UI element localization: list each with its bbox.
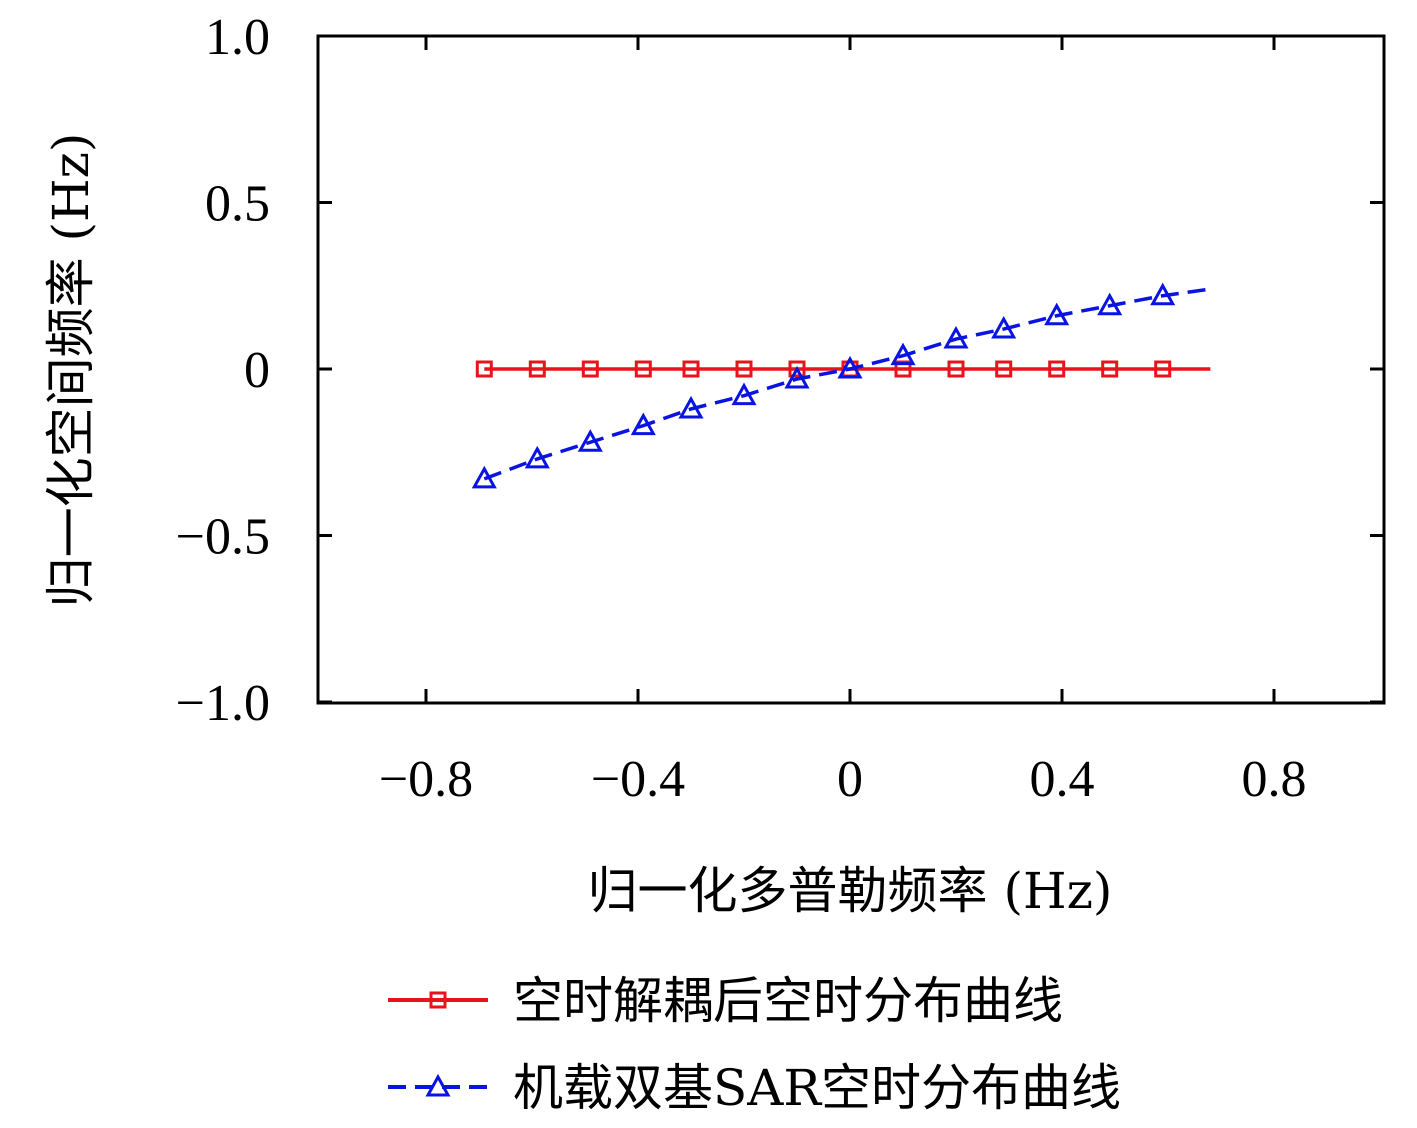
data-point-triangle bbox=[1150, 282, 1176, 306]
data-point-triangle bbox=[1044, 302, 1070, 326]
data-point-square bbox=[475, 360, 493, 378]
data-point-triangle bbox=[630, 412, 656, 436]
data-point-triangle bbox=[890, 342, 916, 366]
data-point-triangle bbox=[678, 395, 704, 419]
data-point-triangle bbox=[731, 382, 757, 406]
data-point-triangle bbox=[471, 465, 497, 489]
legend-item: 机载双基SAR空时分布曲线 bbox=[388, 1059, 1121, 1117]
data-point-triangle bbox=[425, 1073, 451, 1097]
data-point-triangle bbox=[784, 365, 810, 389]
data-point-square bbox=[894, 360, 912, 378]
data-point-square bbox=[788, 360, 806, 378]
data-point-square bbox=[581, 360, 599, 378]
data-point-square bbox=[1048, 360, 1066, 378]
y-tick-label: 0.5 bbox=[205, 176, 270, 233]
legend-label: 空时解耦后空时分布曲线 bbox=[513, 972, 1063, 1030]
data-point-square bbox=[1101, 360, 1119, 378]
data-point-triangle bbox=[1097, 292, 1123, 316]
x-tick-label: 0.8 bbox=[1242, 751, 1307, 808]
x-tick-label: −0.8 bbox=[379, 751, 473, 808]
series-layer bbox=[471, 282, 1211, 489]
data-point-triangle bbox=[943, 325, 969, 349]
data-point-square bbox=[634, 360, 652, 378]
legend-item: 空时解耦后空时分布曲线 bbox=[388, 972, 1063, 1030]
x-tick-label: −0.4 bbox=[591, 751, 685, 808]
data-point-square bbox=[528, 360, 546, 378]
x-axis-label: 归一化多普勒频率 (Hz) bbox=[588, 862, 1113, 920]
data-point-square bbox=[429, 991, 447, 1009]
y-axis-ticks: 1.0 0.5 0 −0.5 −1.0 bbox=[176, 9, 1384, 732]
data-point-square bbox=[682, 360, 700, 378]
legend-label: 机载双基SAR空时分布曲线 bbox=[513, 1059, 1121, 1117]
data-point-square bbox=[947, 360, 965, 378]
data-point-square bbox=[1154, 360, 1172, 378]
data-point-triangle bbox=[837, 355, 863, 379]
x-axis-ticks: −0.8 −0.4 0 0.4 0.8 bbox=[379, 36, 1307, 808]
y-tick-label: −0.5 bbox=[176, 509, 270, 566]
series-line bbox=[483, 287, 1211, 481]
x-tick-label: 0 bbox=[837, 751, 863, 808]
data-point-triangle bbox=[991, 315, 1017, 339]
series-2 bbox=[471, 282, 1211, 489]
data-point-triangle bbox=[524, 445, 550, 469]
data-point-triangle bbox=[577, 429, 603, 452]
data-point-square bbox=[995, 360, 1013, 378]
x-tick-label: 0.4 bbox=[1030, 751, 1095, 808]
y-tick-label: −1.0 bbox=[176, 675, 270, 732]
data-point-square bbox=[735, 360, 753, 378]
y-axis-label: 归一化空间频率 (Hz) bbox=[42, 133, 100, 608]
y-tick-label: 0 bbox=[244, 342, 270, 399]
y-tick-label: 1.0 bbox=[205, 9, 270, 66]
